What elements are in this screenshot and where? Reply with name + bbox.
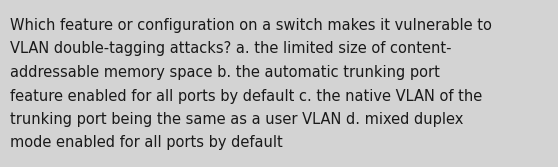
- Text: Which feature or configuration on a switch makes it vulnerable to: Which feature or configuration on a swit…: [10, 18, 492, 33]
- Text: VLAN double-tagging attacks? a. the limited size of content-: VLAN double-tagging attacks? a. the limi…: [10, 42, 451, 56]
- Text: trunking port being the same as a user VLAN d. mixed duplex: trunking port being the same as a user V…: [10, 112, 463, 127]
- Text: mode enabled for all ports by default: mode enabled for all ports by default: [10, 135, 283, 150]
- Text: feature enabled for all ports by default c. the native VLAN of the: feature enabled for all ports by default…: [10, 89, 482, 104]
- Text: addressable memory space b. the automatic trunking port: addressable memory space b. the automati…: [10, 65, 440, 80]
